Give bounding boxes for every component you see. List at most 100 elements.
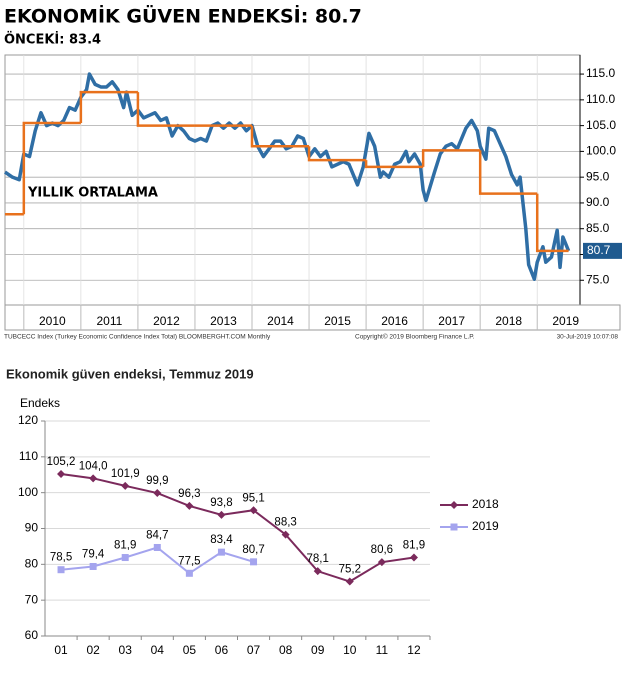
y-tick-label: 60 <box>25 628 39 642</box>
y-tick-label: 90.0 <box>586 195 610 209</box>
legend-marker <box>450 501 458 509</box>
data-point <box>57 470 66 479</box>
y-tick-label: 70 <box>25 592 39 606</box>
timestamp: 30-Jul-2019 10:07:08 <box>557 334 619 341</box>
data-point <box>121 554 129 562</box>
average-step <box>22 121 81 215</box>
data-label: 75,2 <box>339 564 361 576</box>
average-step <box>307 146 367 162</box>
x-tick-label: 2016 <box>381 314 408 328</box>
y-tick-label: 110.0 <box>586 92 615 106</box>
y-tick-label: 110 <box>19 449 38 463</box>
data-label: 101,9 <box>111 468 140 480</box>
legend-label: 2018 <box>472 497 499 511</box>
x-tick-label: 12 <box>407 643 421 657</box>
x-tick-label: 2010 <box>39 314 66 328</box>
chart-title: EKONOMİK GÜVEN ENDEKSİ: 80.7 <box>4 4 362 28</box>
data-label: 104,0 <box>79 460 108 472</box>
average-step <box>535 193 569 253</box>
data-point <box>377 558 386 567</box>
x-tick-label: 06 <box>215 643 229 657</box>
x-tick-label: 2017 <box>438 314 465 328</box>
y-axis-label: Endeks <box>20 396 60 410</box>
chart-title: Ekonomik güven endeksi, Temmuz 2019 <box>6 366 254 381</box>
average-step <box>364 160 424 169</box>
data-point <box>409 553 418 562</box>
x-tick-label: 11 <box>376 643 389 657</box>
data-point <box>57 566 65 574</box>
x-tick-label: 2018 <box>495 314 522 328</box>
x-tick-label: 03 <box>119 643 133 657</box>
data-label: 83,4 <box>210 534 233 546</box>
index-line <box>4 72 571 281</box>
y-tick-label: 115.0 <box>586 66 615 80</box>
last-value-box <box>583 242 622 259</box>
data-label: 78,5 <box>50 552 72 564</box>
series-line <box>60 473 415 583</box>
y-tick-label: 75.0 <box>586 272 610 286</box>
x-tick-label: 10 <box>343 643 357 657</box>
data-point <box>217 548 225 556</box>
x-tick-label: 2011 <box>96 314 122 328</box>
x-axis-band <box>4 304 621 331</box>
x-tick-label: 04 <box>151 643 165 657</box>
data-point <box>121 481 130 490</box>
y-tick-label: 100 <box>18 485 38 499</box>
data-label: 96,3 <box>178 488 200 500</box>
copyright: Copyright© 2019 Bloomberg Finance L.P. <box>355 333 475 341</box>
annotation: YILLIK ORTALAMA <box>27 186 158 201</box>
data-point <box>249 506 258 515</box>
x-tick-label: 09 <box>311 643 325 657</box>
average-step <box>79 90 138 124</box>
data-label: 77,5 <box>178 555 200 567</box>
x-tick-label: 02 <box>86 643 100 657</box>
data-label: 95,1 <box>242 492 264 504</box>
y-tick-label: 80 <box>25 557 39 571</box>
legend-marker <box>450 523 458 531</box>
data-point <box>185 501 194 510</box>
x-tick-label: 2019 <box>552 314 579 328</box>
data-label: 78,1 <box>307 553 329 565</box>
data-point <box>313 567 322 576</box>
x-tick-label: 2015 <box>324 314 351 328</box>
y-tick-label: 120 <box>18 413 38 427</box>
data-label: 93,8 <box>210 497 232 509</box>
legend-label: 2019 <box>472 519 499 533</box>
average-step <box>250 125 310 148</box>
data-label: 80,6 <box>371 544 393 556</box>
average-step <box>136 92 195 127</box>
data-label: 105,2 <box>47 456 76 468</box>
data-label: 88,3 <box>274 517 296 529</box>
data-label: 81,9 <box>114 540 136 552</box>
average-step <box>478 150 538 195</box>
x-tick-label: 2013 <box>210 314 237 328</box>
x-tick-label: 2012 <box>153 314 180 328</box>
data-point <box>250 558 258 566</box>
plot-area <box>4 54 581 306</box>
chart-subtitle: ÖNCEKİ: 83.4 <box>4 32 101 48</box>
data-point <box>217 510 226 519</box>
last-value-label: 80.7 <box>587 243 611 257</box>
data-point <box>185 569 193 577</box>
data-label: 84,7 <box>146 530 168 542</box>
x-tick-label: 01 <box>54 643 68 657</box>
average-step <box>421 149 481 167</box>
data-label: 81,9 <box>403 540 425 552</box>
data-point <box>89 474 98 483</box>
data-point <box>89 562 97 570</box>
x-tick-label: 07 <box>247 643 261 657</box>
x-tick-label: 08 <box>279 643 293 657</box>
y-tick-label: 85.0 <box>586 221 610 235</box>
data-label: 79,4 <box>82 549 105 561</box>
y-tick-label: 95.0 <box>586 169 610 183</box>
data-point <box>153 543 161 551</box>
data-point <box>153 489 162 498</box>
data-point <box>281 530 290 539</box>
x-tick-label: 05 <box>183 643 197 657</box>
data-label: 80,7 <box>242 544 264 556</box>
data-point <box>345 577 354 586</box>
x-tick-label: 2014 <box>267 314 294 328</box>
y-tick-label: 100.0 <box>586 144 616 158</box>
source-note: TUBCECC Index (Turkey Economic Confidenc… <box>4 334 271 341</box>
